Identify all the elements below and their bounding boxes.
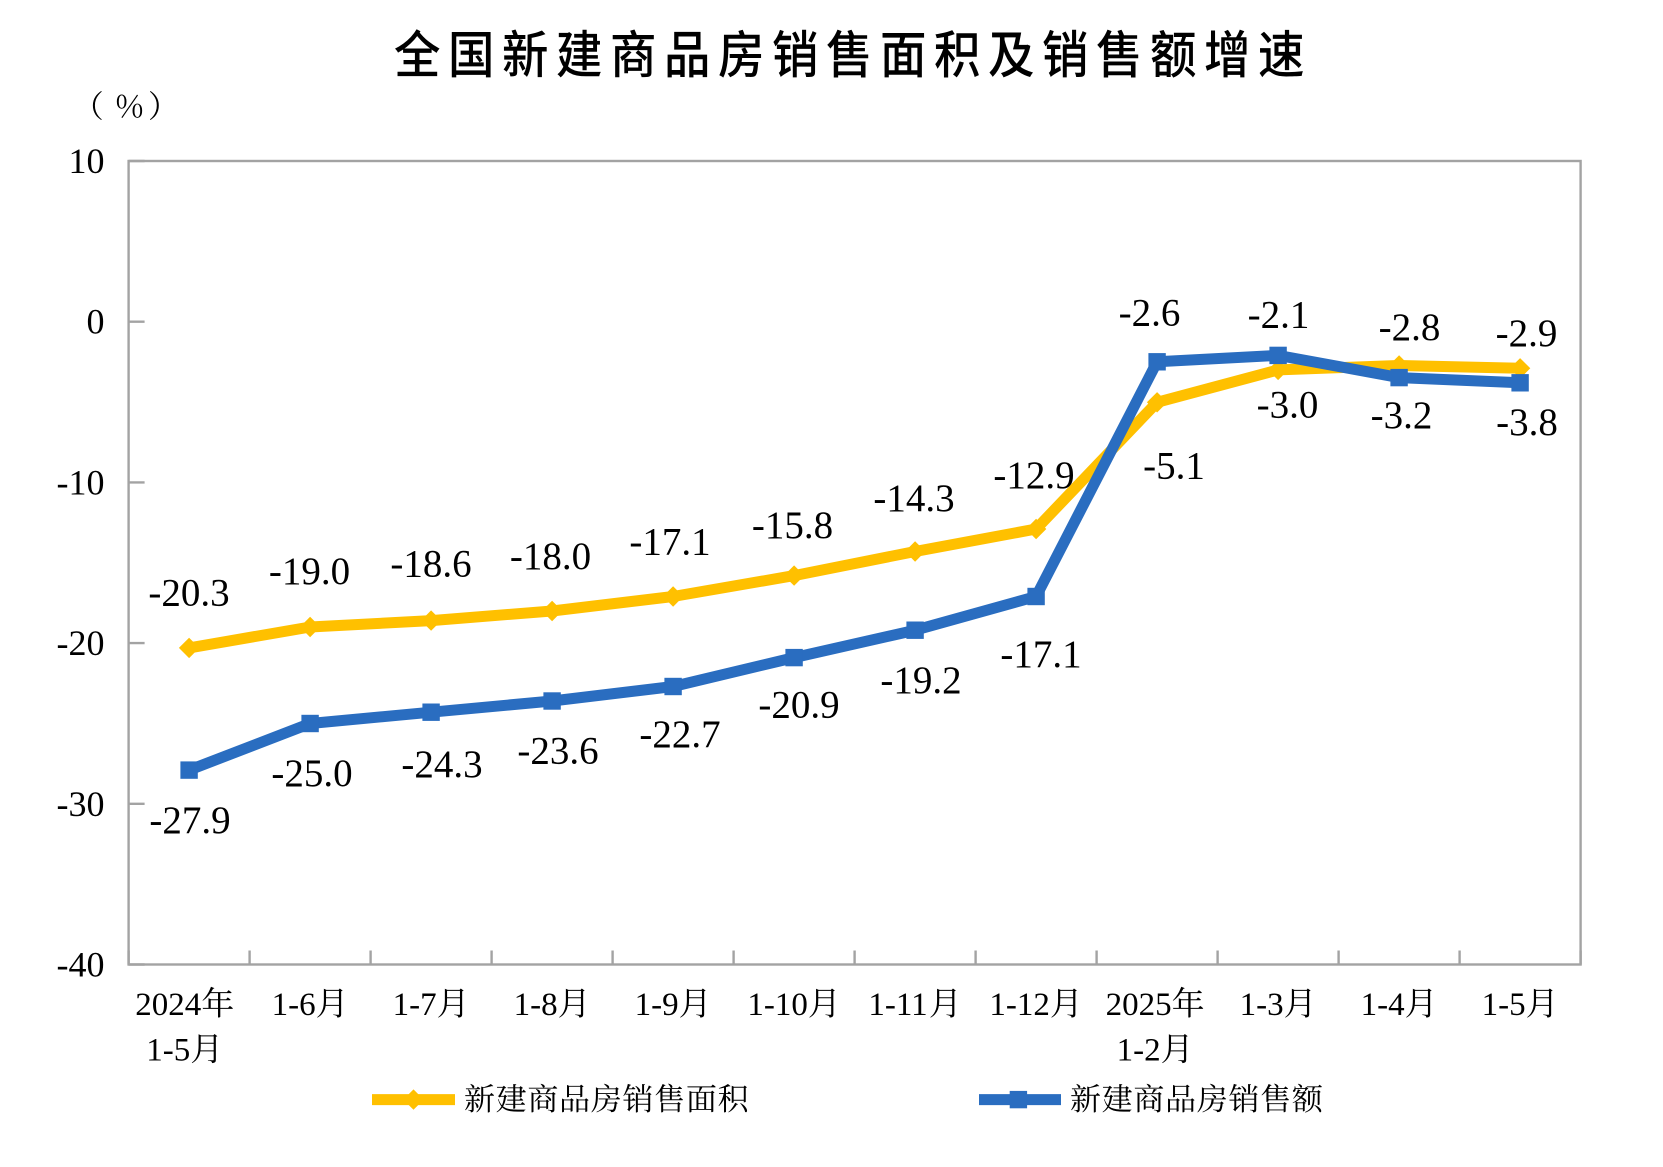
svg-text:-30: -30: [57, 784, 105, 824]
svg-text:1-12: 1-12: [989, 987, 1050, 1023]
svg-text:-14.3: -14.3: [873, 477, 954, 520]
svg-text:-2.1: -2.1: [1248, 293, 1310, 336]
svg-text:0: 0: [87, 302, 105, 342]
svg-text:2025: 2025: [1106, 987, 1172, 1023]
svg-text:1-2: 1-2: [1117, 1033, 1161, 1069]
svg-text:-15.8: -15.8: [752, 504, 833, 547]
svg-text:-18.6: -18.6: [390, 543, 471, 586]
svg-text:1-9: 1-9: [635, 987, 679, 1023]
svg-text:-40: -40: [57, 945, 105, 985]
svg-text:-22.7: -22.7: [639, 713, 720, 756]
svg-text:-19.0: -19.0: [269, 550, 350, 593]
svg-text:-3.2: -3.2: [1371, 394, 1433, 437]
svg-text:1-6: 1-6: [272, 987, 316, 1023]
svg-text:1-4: 1-4: [1361, 987, 1405, 1023]
svg-text:-23.6: -23.6: [517, 730, 598, 773]
svg-text:-12.9: -12.9: [993, 454, 1074, 497]
svg-text:-3.8: -3.8: [1496, 401, 1558, 444]
svg-text:1-10: 1-10: [747, 987, 808, 1023]
svg-text:-2.8: -2.8: [1379, 306, 1441, 349]
svg-text:-3.0: -3.0: [1257, 384, 1319, 427]
svg-text:-18.0: -18.0: [510, 535, 591, 578]
svg-text:-27.9: -27.9: [149, 799, 230, 842]
svg-text:-20: -20: [57, 623, 105, 663]
svg-text:1-11: 1-11: [868, 987, 927, 1023]
svg-text:1-8: 1-8: [514, 987, 558, 1023]
svg-text:-10: -10: [57, 462, 105, 502]
svg-text:-19.2: -19.2: [880, 659, 961, 702]
svg-text:-2.9: -2.9: [1496, 312, 1558, 355]
svg-text:1-3: 1-3: [1240, 987, 1284, 1023]
svg-text:-24.3: -24.3: [401, 743, 482, 786]
svg-text:2024: 2024: [135, 987, 201, 1023]
svg-text:-20.3: -20.3: [148, 572, 229, 615]
svg-text:1-7: 1-7: [393, 987, 437, 1023]
svg-text:-25.0: -25.0: [271, 752, 352, 795]
svg-text:1-5: 1-5: [1482, 987, 1526, 1023]
svg-text:1-5: 1-5: [146, 1033, 190, 1069]
svg-text:-17.1: -17.1: [629, 521, 710, 564]
svg-text:10: 10: [69, 141, 105, 181]
svg-text:-20.9: -20.9: [758, 684, 839, 727]
svg-text:-17.1: -17.1: [1000, 633, 1081, 676]
svg-text:-5.1: -5.1: [1143, 445, 1205, 488]
svg-text:-2.6: -2.6: [1119, 291, 1181, 334]
